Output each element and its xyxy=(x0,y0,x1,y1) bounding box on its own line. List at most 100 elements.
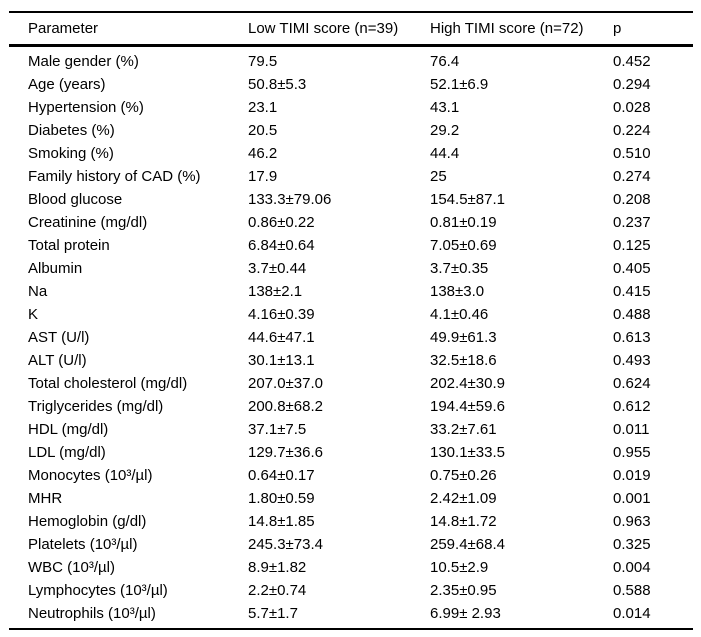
cell-low-timi-score: 207.0±37.0 xyxy=(248,375,323,392)
table-row: Albumin 3.7±0.44 3.7±0.35 0.405 xyxy=(9,257,693,280)
cell-high-timi-score: 138±3.0 xyxy=(430,283,485,300)
cell-high-timi-score: 33.2±7.61 xyxy=(430,421,497,438)
cell-p-value: 0.325 xyxy=(613,536,651,553)
cell-p-value: 0.208 xyxy=(613,191,651,208)
cell-low-timi-score: 20.5 xyxy=(248,122,278,139)
table-row: K 4.16±0.39 4.1±0.46 0.488 xyxy=(9,303,693,326)
cell-parameter: Neutrophils (10³/µl) xyxy=(28,605,156,622)
cell-p-value: 0.001 xyxy=(613,490,651,507)
cell-parameter: Total protein xyxy=(28,237,110,254)
cell-parameter: Age (years) xyxy=(28,76,106,93)
cell-high-timi-score: 3.7±0.35 xyxy=(430,260,489,277)
cell-p-value: 0.294 xyxy=(613,76,651,93)
cell-low-timi-score: 2.2±0.74 xyxy=(248,582,307,599)
cell-high-timi-score: 154.5±87.1 xyxy=(430,191,505,208)
cell-low-timi-score: 138±2.1 xyxy=(248,283,303,300)
cell-high-timi-score: 76.4 xyxy=(430,53,460,70)
cell-parameter: HDL (mg/dl) xyxy=(28,421,109,438)
cell-high-timi-score: 194.4±59.6 xyxy=(430,398,505,415)
table-row: Creatinine (mg/dl) 0.86±0.22 0.81±0.19 0.23… xyxy=(9,211,693,234)
timi-comparison-table: Parameter Low TIMI score (n=39) High TIM… xyxy=(9,11,693,630)
cell-p-value: 0.510 xyxy=(613,145,651,162)
cell-high-timi-score: 7.05±0.69 xyxy=(430,237,497,254)
cell-high-timi-score: 25 xyxy=(430,168,447,185)
cell-low-timi-score: 46.2 xyxy=(248,145,278,162)
cell-low-timi-score: 23.1 xyxy=(248,99,278,116)
cell-p-value: 0.452 xyxy=(613,53,651,70)
table-row: WBC (10³/µl) 8.9±1.82 10.5±2.9 0.004 xyxy=(9,556,693,579)
cell-parameter: Triglycerides (mg/dl) xyxy=(28,398,164,415)
table-row: LDL (mg/dl) 129.7±36.6 130.1±33.5 0.955 xyxy=(9,441,693,464)
cell-parameter: Blood glucose xyxy=(28,191,123,208)
cell-parameter: Smoking (%) xyxy=(28,145,114,162)
cell-high-timi-score: 202.4±30.9 xyxy=(430,375,505,392)
cell-low-timi-score: 4.16±0.39 xyxy=(248,306,315,323)
column-header-low-timi-score: Low TIMI score (n=39) xyxy=(248,20,399,37)
cell-p-value: 0.125 xyxy=(613,237,651,254)
cell-p-value: 0.624 xyxy=(613,375,651,392)
cell-low-timi-score: 14.8±1.85 xyxy=(248,513,315,530)
cell-high-timi-score: 29.2 xyxy=(430,122,460,139)
table-row: Monocytes (10³/µl) 0.64±0.17 0.75±0.26 0.01… xyxy=(9,464,693,487)
timi-comparison-table-container: Parameter Low TIMI score (n=39) High TIM… xyxy=(9,11,693,630)
cell-low-timi-score: 129.7±36.6 xyxy=(248,444,323,461)
cell-high-timi-score: 130.1±33.5 xyxy=(430,444,505,461)
cell-parameter: Family history of CAD (%) xyxy=(28,168,201,185)
table-row: Smoking (%) 46.2 44.4 0.510 xyxy=(9,142,693,165)
cell-low-timi-score: 30.1±13.1 xyxy=(248,352,315,369)
cell-low-timi-score: 44.6±47.1 xyxy=(248,329,315,346)
cell-high-timi-score: 259.4±68.4 xyxy=(430,536,505,553)
cell-low-timi-score: 8.9±1.82 xyxy=(248,559,307,576)
cell-p-value: 0.237 xyxy=(613,214,651,231)
table-row: HDL (mg/dl) 37.1±7.5 33.2±7.61 0.011 xyxy=(9,418,693,441)
table-row: Na 138±2.1 138±3.0 0.415 xyxy=(9,280,693,303)
cell-low-timi-score: 3.7±0.44 xyxy=(248,260,307,277)
cell-low-timi-score: 200.8±68.2 xyxy=(248,398,323,415)
cell-parameter: Albumin xyxy=(28,260,83,277)
table-row: Age (years) 50.8±5.3 52.1±6.9 0.294 xyxy=(9,73,693,96)
table-row: Total cholesterol (mg/dl) 207.0±37.0 202.4… xyxy=(9,372,693,395)
cell-parameter: Male gender (%) xyxy=(28,53,139,70)
cell-high-timi-score: 2.42±1.09 xyxy=(430,490,497,507)
cell-high-timi-score: 32.5±18.6 xyxy=(430,352,497,369)
table-row: Total protein 6.84±0.64 7.05±0.69 0.125 xyxy=(9,234,693,257)
cell-p-value: 0.004 xyxy=(613,559,651,576)
table-row: Diabetes (%) 20.5 29.2 0.224 xyxy=(9,119,693,142)
cell-p-value: 0.488 xyxy=(613,306,651,323)
cell-low-timi-score: 0.86±0.22 xyxy=(248,214,315,231)
cell-high-timi-score: 14.8±1.72 xyxy=(430,513,497,530)
cell-low-timi-score: 6.84±0.64 xyxy=(248,237,315,254)
cell-high-timi-score: 2.35±0.95 xyxy=(430,582,497,599)
cell-parameter: Hypertension (%) xyxy=(28,99,144,116)
cell-high-timi-score: 6.99± 2.93 xyxy=(430,605,501,622)
cell-low-timi-score: 17.9 xyxy=(248,168,278,185)
table-row: Triglycerides (mg/dl) 200.8±68.2 194.4±59.… xyxy=(9,395,693,418)
header-row: Parameter Low TIMI score (n=39) High TIM… xyxy=(9,12,693,46)
table-row: Neutrophils (10³/µl) 5.7±1.7 6.99± 2.93 0.0… xyxy=(9,602,693,629)
cell-low-timi-score: 245.3±73.4 xyxy=(248,536,323,553)
cell-parameter: AST (U/l) xyxy=(28,329,90,346)
cell-low-timi-score: 79.5 xyxy=(248,53,278,70)
table-row: Hemoglobin (g/dl) 14.8±1.85 14.8±1.72 0.963 xyxy=(9,510,693,533)
cell-low-timi-score: 0.64±0.17 xyxy=(248,467,315,484)
cell-p-value: 0.274 xyxy=(613,168,651,185)
cell-low-timi-score: 133.3±79.06 xyxy=(248,191,332,208)
cell-high-timi-score: 52.1±6.9 xyxy=(430,76,489,93)
cell-p-value: 0.588 xyxy=(613,582,651,599)
cell-high-timi-score: 0.75±0.26 xyxy=(430,467,497,484)
cell-p-value: 0.955 xyxy=(613,444,651,461)
cell-parameter: Lymphocytes (10³/µl) xyxy=(28,582,168,599)
cell-parameter: Monocytes (10³/µl) xyxy=(28,467,153,484)
table-row: ALT (U/l) 30.1±13.1 32.5±18.6 0.493 xyxy=(9,349,693,372)
cell-parameter: Platelets (10³/µl) xyxy=(28,536,138,553)
cell-p-value: 0.493 xyxy=(613,352,651,369)
cell-p-value: 0.613 xyxy=(613,329,651,346)
cell-low-timi-score: 1.80±0.59 xyxy=(248,490,315,507)
cell-high-timi-score: 49.9±61.3 xyxy=(430,329,497,346)
cell-parameter: Na xyxy=(28,283,48,300)
table-row: Lymphocytes (10³/µl) 2.2±0.74 2.35±0.95 0.5… xyxy=(9,579,693,602)
cell-parameter: Diabetes (%) xyxy=(28,122,115,139)
table-body: Male gender (%) 79.5 76.4 0.452 Age (years) 5… xyxy=(9,46,693,630)
cell-parameter: ALT (U/l) xyxy=(28,352,87,369)
cell-parameter: WBC (10³/µl) xyxy=(28,559,115,576)
